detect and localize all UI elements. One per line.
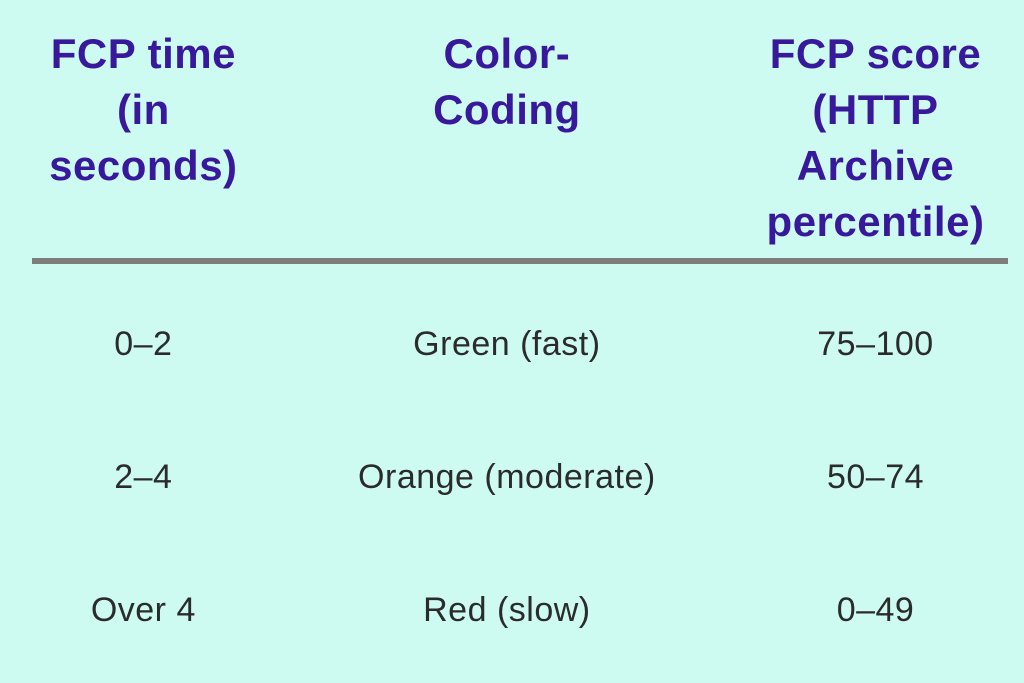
cell-color-coding: Orange (moderate): [358, 458, 656, 496]
cell-fcp-score: 75–100: [817, 325, 934, 363]
table-header-row: FCP time (in seconds) Color- Coding FCP …: [0, 0, 1024, 250]
cell-fcp-time: Over 4: [90, 591, 196, 629]
table-row: 2–4 Orange (moderate) 50–74: [0, 411, 1024, 544]
cell-fcp-score: 0–49: [836, 591, 915, 629]
table-row: Over 4 Red (slow) 0–49: [0, 544, 1024, 677]
header-color-coding: Color- Coding: [433, 30, 581, 133]
cell-color-coding: Red (slow): [423, 591, 591, 629]
cell-fcp-time: 2–4: [114, 458, 173, 496]
cell-fcp-score: 50–74: [826, 458, 925, 496]
table-body: 0–2 Green (fast) 75–100 2–4 Orange (mode…: [0, 264, 1024, 677]
header-fcp-time: FCP time (in seconds): [49, 30, 238, 189]
table-row: 0–2 Green (fast) 75–100: [0, 278, 1024, 411]
header-divider: [32, 258, 1008, 264]
cell-color-coding: Green (fast): [413, 325, 601, 363]
cell-fcp-time: 0–2: [114, 325, 173, 363]
header-fcp-score: FCP score (HTTP Archive percentile): [766, 30, 985, 245]
